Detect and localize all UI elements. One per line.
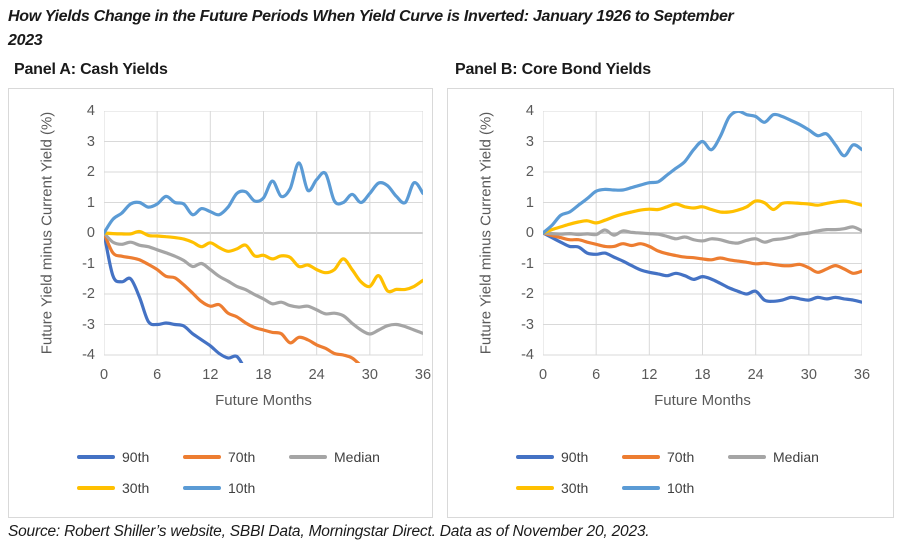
x-axis-title: Future Months (215, 392, 312, 409)
series-line-10th (543, 111, 862, 235)
y-tick-label: -4 (521, 347, 534, 363)
legend-item-70th: 70th (183, 449, 289, 465)
series-line-median (104, 231, 423, 336)
y-tick-label: 3 (86, 133, 95, 150)
legend-label: 90th (122, 449, 150, 465)
panel-b-chart: Future Yield minus Current Yield (%) Fut… (447, 88, 894, 518)
y-tick-label: -1 (82, 255, 95, 272)
x-tick-label: 0 (99, 367, 109, 383)
x-tick-label: 36 (853, 367, 871, 383)
y-tick-label: 4 (525, 103, 534, 119)
y-tick-label: -3 (521, 316, 534, 333)
legend-item-10th: 10th (183, 480, 289, 496)
x-tick-label: 30 (800, 367, 817, 383)
legend-swatch-30th (77, 486, 115, 490)
legend: 90th 70th Median 30th 10th (516, 449, 834, 496)
figure-title-line-1: How Yields Change in the Future Periods … (8, 8, 734, 25)
x-tick-label: 0 (538, 367, 548, 383)
x-tick-label: 12 (202, 367, 219, 383)
y-tick-label: 2 (525, 164, 534, 180)
y-tick-label: -4 (82, 347, 95, 363)
y-tick-label: 2 (86, 164, 95, 180)
panel-a-chart: Future Yield minus Current Yield (%) Fut… (8, 88, 433, 518)
y-tick-label: 0 (525, 225, 534, 241)
legend-item-10th: 10th (622, 480, 728, 496)
series-line-70th (543, 231, 862, 275)
series-line-30th (104, 229, 423, 294)
legend-item-30th: 30th (77, 480, 183, 496)
legend-label: 10th (667, 480, 695, 496)
legend: 90th 70th Median 30th 10th (77, 449, 395, 496)
y-tick-label: 1 (525, 194, 534, 211)
y-tick-label: 1 (86, 194, 95, 211)
plot-area (104, 111, 423, 363)
legend-label: 70th (667, 449, 695, 465)
series-line-90th (104, 231, 244, 363)
legend-swatch-10th (183, 486, 221, 490)
y-tick-label: -3 (82, 316, 95, 333)
x-tick-label: 18 (694, 367, 711, 383)
y-tick-label: -1 (521, 255, 534, 272)
legend-label: 90th (561, 449, 589, 465)
source-note: Source: Robert Shiller’s website, SBBI D… (8, 523, 650, 540)
x-tick-label: 12 (641, 367, 658, 383)
plot-area (543, 111, 862, 356)
series-line-10th (104, 161, 423, 235)
panel-b-title: Panel B: Core Bond Yields (455, 61, 651, 78)
y-tick-label: 0 (86, 225, 95, 241)
legend-label: 30th (122, 480, 150, 496)
legend-swatch-90th (516, 455, 554, 459)
legend-label: Median (773, 449, 819, 465)
legend-swatch-70th (622, 455, 660, 459)
legend-item-30th: 30th (516, 480, 622, 496)
legend-item-70th: 70th (622, 449, 728, 465)
legend-label: 30th (561, 480, 589, 496)
y-tick-label: -2 (521, 286, 534, 302)
x-tick-label: 36 (414, 367, 432, 383)
legend-swatch-70th (183, 455, 221, 459)
legend-label: Median (334, 449, 380, 465)
y-tick-label: -2 (82, 286, 95, 302)
panel-a-title: Panel A: Cash Yields (14, 61, 168, 78)
legend-swatch-median (728, 455, 766, 459)
legend-item-90th: 90th (516, 449, 622, 465)
legend-swatch-30th (516, 486, 554, 490)
legend-swatch-10th (622, 486, 660, 490)
x-tick-label: 18 (255, 367, 272, 383)
x-axis-title: Future Months (654, 392, 751, 409)
series-line-90th (543, 231, 862, 304)
x-tick-label: 30 (361, 367, 378, 383)
series-line-30th (543, 199, 862, 235)
legend-swatch-median (289, 455, 327, 459)
legend-label: 10th (228, 480, 256, 496)
y-tick-label: 4 (86, 103, 95, 119)
series-line-median (543, 225, 862, 245)
figure-title-line-2: 2023 (8, 31, 43, 49)
legend-item-median: Median (728, 449, 834, 465)
legend-item-90th: 90th (77, 449, 183, 465)
y-tick-label: 3 (525, 133, 534, 150)
series-group (543, 111, 862, 304)
legend-item-median: Median (289, 449, 395, 465)
x-tick-label: 24 (308, 367, 325, 383)
legend-label: 70th (228, 449, 256, 465)
x-tick-label: 6 (592, 367, 601, 383)
x-tick-label: 6 (153, 367, 162, 383)
figure-title: How Yields Change in the Future Periods … (8, 5, 908, 52)
series-line-70th (104, 231, 361, 363)
series-group (104, 161, 423, 363)
legend-swatch-90th (77, 455, 115, 459)
x-tick-label: 24 (747, 367, 764, 383)
